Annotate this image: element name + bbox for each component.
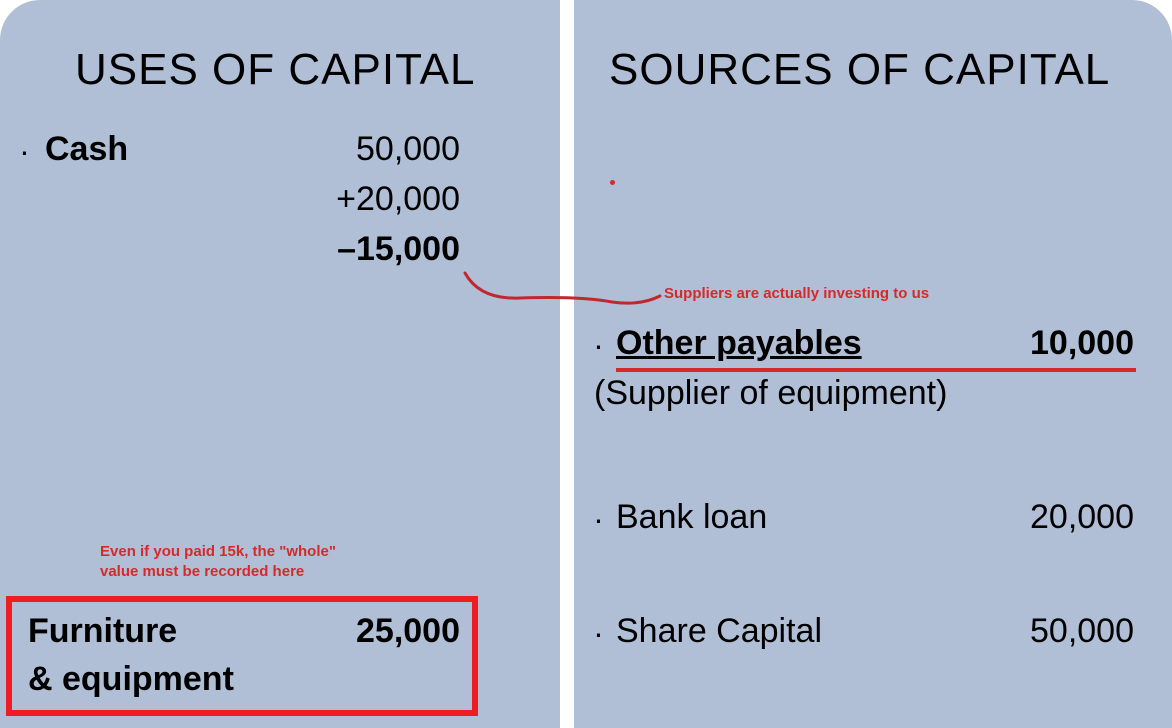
furniture-value: 25,000 bbox=[300, 612, 460, 651]
cash-label: Cash bbox=[45, 130, 128, 169]
note-line1: Even if you paid 15k, the "whole" bbox=[100, 543, 336, 560]
note-line2: value must be recorded here bbox=[100, 563, 304, 580]
cash-v3: –15,000 bbox=[300, 230, 460, 269]
note-suppliers: Suppliers are actually investing to us bbox=[664, 284, 929, 304]
furniture-label-1: Furniture bbox=[28, 612, 177, 651]
share-capital-label: Share Capital bbox=[616, 612, 822, 651]
red-dot-mark bbox=[610, 180, 615, 185]
cash-v2: +20,000 bbox=[300, 180, 460, 219]
bank-loan-value: 20,000 bbox=[984, 498, 1134, 537]
bullet: . bbox=[594, 494, 603, 531]
furniture-label-2: & equipment bbox=[28, 660, 234, 699]
bullet: . bbox=[594, 320, 603, 357]
other-payables-label: Other payables bbox=[616, 324, 862, 363]
other-payables-value: 10,000 bbox=[984, 324, 1134, 363]
other-payables-sub: (Supplier of equipment) bbox=[594, 374, 947, 413]
other-payables-red-underline bbox=[616, 368, 1136, 372]
sources-panel: SOURCES OF CAPITAL Suppliers are actuall… bbox=[574, 0, 1172, 728]
note-furniture: Even if you paid 15k, the "whole" value … bbox=[100, 542, 336, 583]
bullet: . bbox=[20, 126, 29, 163]
uses-heading: USES OF CAPITAL bbox=[75, 45, 476, 95]
uses-panel: USES OF CAPITAL . Cash 50,000 +20,000 –1… bbox=[0, 0, 560, 728]
bank-loan-label: Bank loan bbox=[616, 498, 767, 537]
share-capital-value: 50,000 bbox=[984, 612, 1134, 651]
bullet: . bbox=[594, 608, 603, 645]
cash-v1: 50,000 bbox=[300, 130, 460, 169]
sources-heading: SOURCES OF CAPITAL bbox=[609, 45, 1110, 95]
